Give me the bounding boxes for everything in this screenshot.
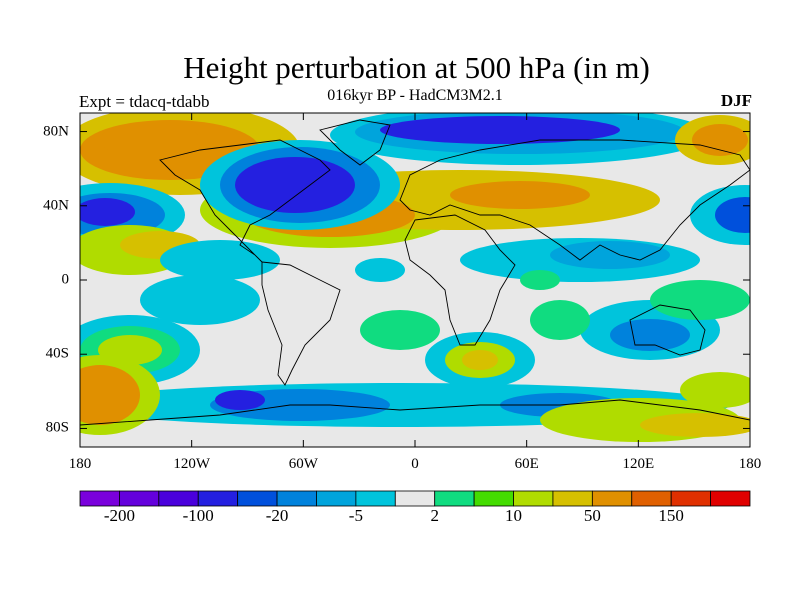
contour-region: [100, 122, 200, 158]
axis-ticks: [79, 113, 751, 447]
colorbar-box: [355, 490, 396, 507]
contour-region: [650, 280, 750, 320]
x-tick-label: 120E: [622, 456, 655, 472]
experiment-label: Expt = tdacq-tdabb: [79, 92, 210, 111]
colorbar-box: [197, 490, 239, 507]
contour-region: [640, 413, 750, 437]
contour-region: [520, 270, 560, 290]
colorbar-box: [79, 490, 120, 507]
colorbar-label: 150: [658, 506, 684, 525]
coast-eurasia: [399, 139, 750, 261]
colorbar-label: 10: [505, 506, 523, 525]
contour-region: [80, 198, 135, 226]
colorbar-label: 2: [430, 506, 439, 525]
contour-region: [450, 181, 590, 209]
y-tick-label: 40N: [43, 197, 69, 214]
contour-region: [355, 258, 405, 282]
y-tick-label: 0: [61, 271, 70, 288]
y-tick-label: 80S: [45, 419, 69, 436]
colorbar-box: [591, 490, 633, 507]
coast-south-america: [261, 261, 341, 386]
colorbar-box: [434, 490, 475, 507]
colorbar-box: [276, 490, 317, 507]
x-tick-label: 0: [411, 456, 419, 472]
colorbar-box: [473, 490, 514, 507]
coastlines: [80, 119, 750, 426]
coast-greenland: [319, 119, 391, 166]
x-tick-label: 60E: [514, 456, 539, 472]
contour-region: [462, 350, 498, 370]
contour-region: [610, 319, 690, 351]
colorbar-box: [316, 490, 357, 507]
colorbar-box: [119, 490, 160, 507]
coast-antarctica: [80, 399, 750, 426]
colorbar: [79, 490, 751, 507]
contour-region: [140, 275, 260, 325]
contour-region: [715, 197, 750, 233]
colorbar-box: [710, 490, 751, 507]
x-tick-label: 60W: [288, 456, 318, 472]
coast-africa: [404, 214, 516, 346]
season-label: DJF: [720, 91, 752, 110]
contour-region: [550, 241, 670, 269]
contour-region: [235, 157, 355, 213]
contour-region: [80, 365, 140, 425]
colorbar-box: [670, 490, 711, 507]
coast-north-america: [159, 139, 331, 263]
colorbar-box: [394, 490, 436, 507]
x-tick-label: 180: [738, 456, 762, 472]
figure-title: Height perturbation at 500 hPa (in m): [183, 50, 650, 85]
colorbar-label: -20: [265, 506, 289, 525]
colorbar-label: -200: [103, 506, 135, 525]
y-tick-label: 40S: [45, 345, 69, 362]
colorbar-label: 50: [583, 506, 601, 525]
colorbar-box: [552, 490, 593, 507]
subtitle: 016kyr BP - HadCM3M2.1: [327, 87, 503, 104]
x-tick-label: 120W: [173, 456, 210, 472]
colorbar-box: [513, 490, 554, 507]
colorbar-box: [631, 490, 672, 507]
colorbar-label: -100: [182, 506, 214, 525]
y-tick-label: 80N: [43, 123, 69, 140]
coast-australia: [629, 304, 706, 356]
contour-region: [380, 116, 620, 144]
contour-region: [680, 372, 750, 408]
contour-region: [360, 310, 440, 350]
x-tick-label: 180: [68, 456, 92, 472]
contour-region: [692, 124, 748, 156]
contour-region: [215, 390, 265, 410]
contour-region: [530, 300, 590, 340]
colorbar-box: [237, 490, 278, 507]
contour-field: [80, 113, 750, 447]
colorbar-box: [158, 490, 199, 507]
colorbar-label: -5: [348, 506, 363, 525]
